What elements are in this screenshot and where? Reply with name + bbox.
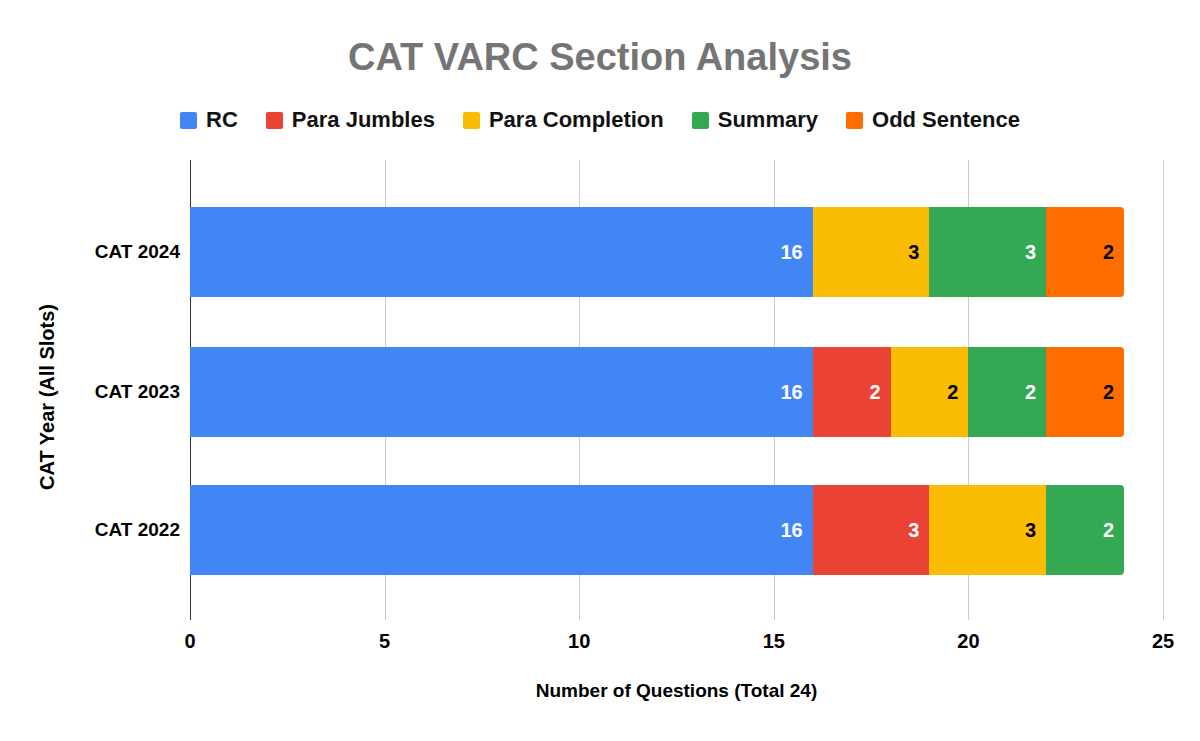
gridline [1163, 160, 1164, 620]
bar-segment: 3 [813, 207, 930, 297]
legend-swatch-icon [463, 112, 480, 129]
x-tick-label: 10 [549, 630, 609, 652]
value-label: 2 [891, 347, 969, 437]
legend-swatch-icon [846, 112, 863, 129]
legend-item: RC [180, 107, 238, 133]
bar-segment: 2 [1046, 347, 1124, 437]
legend-item: Odd Sentence [846, 107, 1020, 133]
legend-label: Odd Sentence [872, 107, 1020, 133]
legend-item: Para Jumbles [266, 107, 435, 133]
legend: RC Para Jumbles Para Completion Summary Odd … [0, 107, 1200, 133]
bar-segment: 2 [1046, 207, 1124, 297]
value-label: 16 [190, 207, 813, 297]
legend-label: RC [206, 107, 238, 133]
value-label: 2 [968, 347, 1046, 437]
value-label: 2 [813, 347, 891, 437]
value-label: 2 [1046, 485, 1124, 575]
value-label: 2 [1046, 207, 1124, 297]
value-label: 3 [929, 485, 1046, 575]
bar-segment: 2 [891, 347, 969, 437]
x-tick-label: 5 [355, 630, 415, 652]
bar-segment: 16 [190, 347, 813, 437]
value-label: 2 [1046, 347, 1124, 437]
bar-segment: 2 [1046, 485, 1124, 575]
value-label: 16 [190, 347, 813, 437]
legend-swatch-icon [266, 112, 283, 129]
x-tick-label: 0 [160, 630, 220, 652]
legend-item: Para Completion [463, 107, 664, 133]
legend-swatch-icon [180, 112, 197, 129]
legend-item: Summary [692, 107, 818, 133]
bar-segment: 3 [929, 207, 1046, 297]
x-axis-title: Number of Questions (Total 24) [190, 680, 1163, 702]
x-tick-label: 20 [938, 630, 998, 652]
value-label: 3 [813, 485, 930, 575]
bar-segment: 3 [813, 485, 930, 575]
chart-title: CAT VARC Section Analysis [0, 36, 1200, 79]
x-tick-label: 25 [1133, 630, 1193, 652]
chart: CAT VARC Section Analysis RC Para Jumbles… [0, 0, 1200, 741]
legend-label: Para Completion [489, 107, 664, 133]
bar-segment: 16 [190, 485, 813, 575]
legend-label: Para Jumbles [292, 107, 435, 133]
category-label: CAT 2022 [20, 519, 180, 541]
bar-segment: 16 [190, 207, 813, 297]
x-tick-label: 15 [744, 630, 804, 652]
bar-segment: 2 [813, 347, 891, 437]
value-label: 3 [813, 207, 930, 297]
legend-label: Summary [718, 107, 818, 133]
legend-swatch-icon [692, 112, 709, 129]
category-label: CAT 2024 [20, 241, 180, 263]
value-label: 16 [190, 485, 813, 575]
bar-segment: 2 [968, 347, 1046, 437]
bar-segment: 3 [929, 485, 1046, 575]
value-label: 3 [929, 207, 1046, 297]
category-label: CAT 2023 [20, 381, 180, 403]
